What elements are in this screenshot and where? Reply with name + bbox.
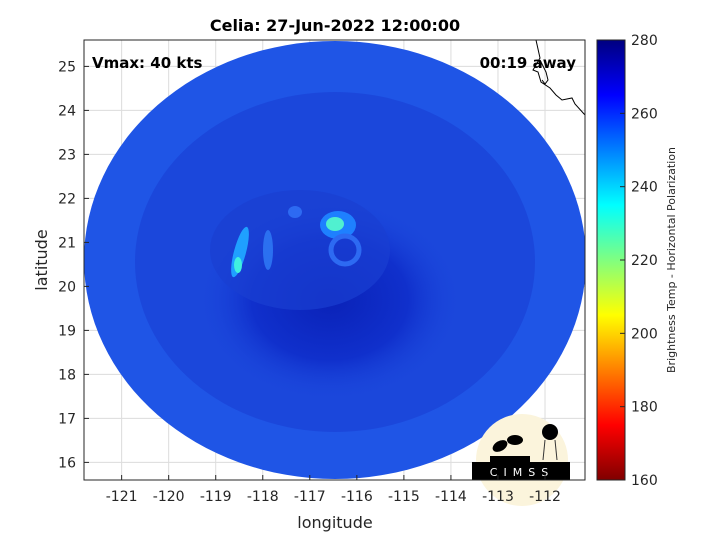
axes-box bbox=[83, 39, 586, 481]
colorbar-tick-label: 200 bbox=[631, 326, 658, 342]
x-tick-label: -114 bbox=[435, 489, 467, 505]
y-tick-label: 22 bbox=[58, 191, 76, 207]
colorbar-tick-label: 160 bbox=[631, 473, 658, 489]
brightness-image bbox=[84, 40, 585, 479]
y-tick-label: 19 bbox=[58, 323, 76, 339]
colorbar-ticks: 160 180 200 220 240 260 280 bbox=[620, 33, 658, 489]
x-tick-label: -120 bbox=[153, 489, 185, 505]
x-tick-label: -113 bbox=[482, 489, 514, 505]
x-tick-label: -121 bbox=[106, 489, 138, 505]
coastline bbox=[532, 40, 585, 116]
colorbar-tick-label: 280 bbox=[631, 33, 658, 49]
y-tick-label: 18 bbox=[58, 367, 76, 383]
axis-ticks: -121 -120 -119 -118 -117 -116 -115 -114 -113 -112… bbox=[58, 59, 561, 505]
x-axis-label: longitude bbox=[297, 513, 372, 532]
colorbar-tick-label: 240 bbox=[631, 180, 658, 196]
time-away-annotation: 00:19 away bbox=[480, 54, 577, 72]
y-tick-label: 16 bbox=[58, 455, 76, 471]
y-tick-label: 20 bbox=[58, 279, 76, 295]
y-tick-label: 24 bbox=[58, 103, 76, 119]
colorbar-tick-label: 260 bbox=[631, 106, 658, 122]
logo-text: CIMSS bbox=[490, 466, 554, 479]
y-tick-label: 17 bbox=[58, 411, 76, 427]
x-tick-label: -112 bbox=[529, 489, 561, 505]
x-tick-label: -117 bbox=[294, 489, 326, 505]
vmax-annotation: Vmax: 40 kts bbox=[92, 54, 202, 72]
y-tick-label: 25 bbox=[58, 59, 76, 75]
x-tick-label: -115 bbox=[388, 489, 420, 505]
y-tick-label: 23 bbox=[58, 147, 76, 163]
colorbar-tick-label: 180 bbox=[631, 400, 658, 416]
y-axis-label: latitude bbox=[32, 229, 51, 290]
colorbar-label: Brightness Temp - Horizontal Polarizatio… bbox=[665, 147, 678, 373]
x-tick-label: -118 bbox=[247, 489, 279, 505]
colorbar-tick-label: 220 bbox=[631, 253, 658, 269]
x-tick-label: -116 bbox=[341, 489, 373, 505]
chart-title: Celia: 27-Jun-2022 12:00:00 bbox=[210, 16, 460, 35]
y-tick-label: 21 bbox=[58, 235, 76, 251]
cimss-logo: CIMSS bbox=[472, 414, 570, 506]
x-tick-label: -119 bbox=[200, 489, 232, 505]
